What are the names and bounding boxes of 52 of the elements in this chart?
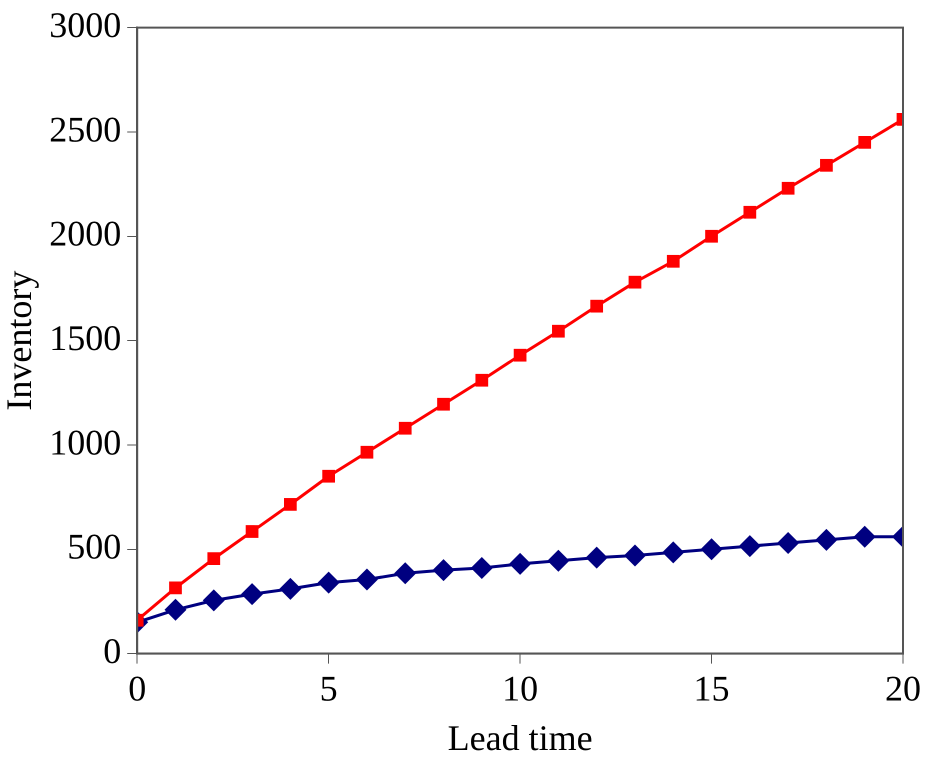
point [509, 552, 532, 575]
point [398, 422, 412, 435]
x-tick-label: 10 [502, 668, 538, 709]
point [437, 398, 450, 411]
point [432, 559, 455, 582]
point [318, 572, 340, 594]
point [854, 526, 876, 548]
point [628, 276, 642, 289]
point [514, 348, 526, 362]
point [322, 470, 336, 483]
x-tick-label: 5 [320, 668, 338, 709]
x-axis-title: Lead time [448, 718, 593, 758]
point [743, 206, 756, 219]
point [279, 578, 302, 600]
x-tick-label: 20 [885, 668, 921, 709]
point [590, 300, 604, 313]
point [820, 158, 833, 172]
y-tick-label: 1500 [49, 318, 122, 358]
point [815, 528, 838, 551]
y-tick-label: 0 [103, 631, 122, 672]
point [475, 374, 488, 387]
y-tick-label: 1000 [49, 422, 122, 462]
point [394, 562, 416, 584]
point [666, 254, 680, 268]
point [782, 182, 794, 195]
point [586, 546, 608, 569]
point [777, 532, 800, 554]
point [662, 541, 684, 564]
point [624, 544, 646, 567]
point [552, 324, 565, 338]
point [858, 136, 872, 149]
point [241, 583, 264, 606]
x-tick-label: 15 [694, 668, 730, 709]
point [360, 446, 374, 459]
point [202, 589, 225, 612]
point [207, 552, 220, 566]
point [284, 498, 297, 511]
y-tick-label: 2500 [49, 109, 122, 150]
point [246, 525, 258, 538]
y-tick-label: 3000 [49, 5, 122, 46]
point [738, 535, 761, 558]
point [470, 557, 493, 580]
point [705, 230, 718, 243]
point [547, 550, 570, 572]
point [164, 598, 186, 621]
point [356, 568, 378, 591]
y-axis-title: Inventory [0, 270, 40, 411]
x-tick-label: 0 [128, 668, 146, 709]
y-tick-label: 500 [67, 526, 122, 567]
point [169, 582, 182, 594]
y-tick-label: 2000 [49, 214, 122, 254]
point [700, 538, 723, 560]
